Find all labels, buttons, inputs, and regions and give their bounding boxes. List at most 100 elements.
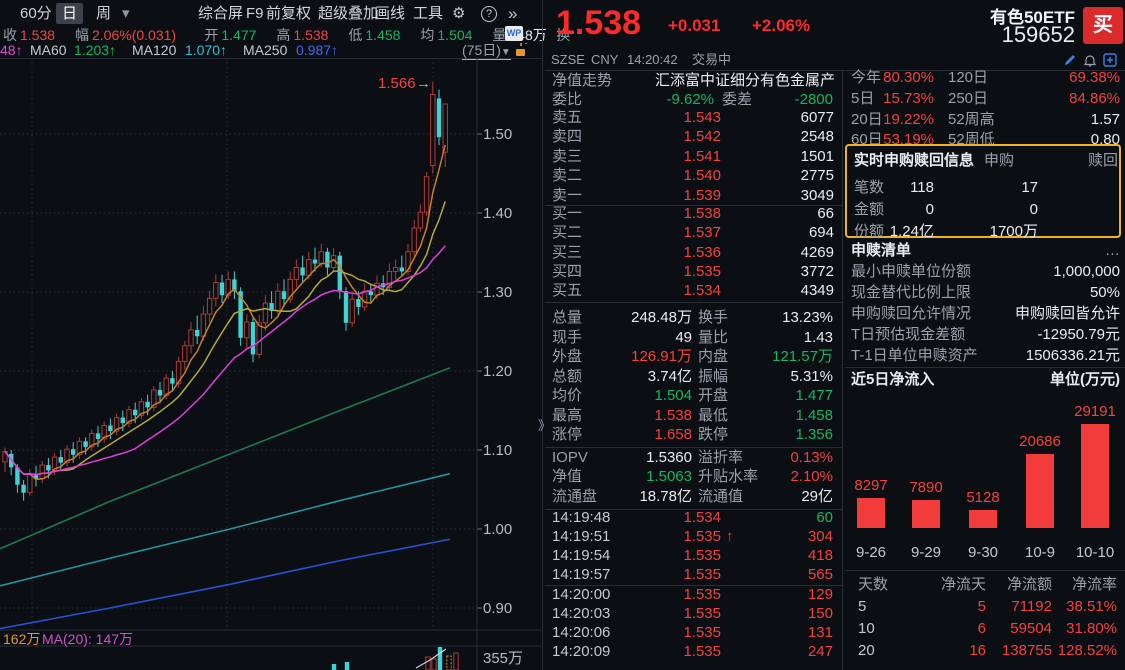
stat-value-总额: 3.74亿 [647, 368, 692, 385]
flow-bar-value: 20686 [1019, 433, 1061, 450]
wp-doc-icon[interactable]: WP [505, 26, 523, 41]
ask-row-卖五-price[interactable]: 1.543 [683, 109, 721, 126]
bid-row-买三-volume: 4269 [800, 244, 834, 261]
candlestick-chart[interactable]: 1.50 1.40 1.30 1.20 1.10 1.00 0.90 1.566 → 162万 MA… [0, 58, 541, 670]
stat-value-量比: 1.43 [803, 329, 833, 346]
price-change-pct: +2.06% [752, 16, 811, 35]
svg-text:0.90: 0.90 [483, 600, 512, 617]
ma-label-1: MA60 [30, 42, 67, 58]
tick-price: 1.535 [683, 624, 721, 641]
subbox-title: 实时申购赎回信息 [854, 152, 975, 169]
tab-period-1[interactable]: 60分 [20, 5, 52, 22]
subbox-row-red-金额: 0 [1029, 201, 1038, 218]
menu-item-6[interactable]: 工具 [413, 5, 444, 22]
stat-value-总量: 248.48万 [631, 309, 692, 326]
flowtable-days: 20 [858, 642, 875, 659]
tab-period-3[interactable]: 周 [96, 5, 112, 22]
ask-row-卖二-label[interactable]: 卖二 [552, 167, 583, 184]
stat-value-均价: 1.504 [654, 387, 692, 404]
perf-label-今年: 今年 [851, 69, 882, 86]
ask-row-卖三-price[interactable]: 1.541 [683, 148, 721, 165]
tick-price: 1.534 [683, 509, 721, 526]
flow-bar-value: 29191 [1074, 403, 1116, 420]
unlock-icon[interactable] [514, 43, 527, 57]
bid-row-买三-label[interactable]: 买三 [552, 244, 583, 261]
weicha-label: 委差 [722, 91, 753, 108]
svg-text:1.10: 1.10 [483, 442, 512, 459]
tick-time: 14:19:48 [552, 509, 611, 526]
perf-value-20日: 19.22% [883, 111, 934, 128]
bid-row-买二-label[interactable]: 买二 [552, 224, 583, 241]
svg-text:1.50: 1.50 [483, 126, 512, 143]
tick-volume: 247 [807, 643, 833, 660]
tick-time: 14:19:51 [552, 528, 611, 545]
ohlc-value-3: 1.477 [221, 27, 257, 43]
flow-bar-date: 10-9 [1024, 544, 1056, 561]
last-price: 1.538 [556, 4, 642, 42]
menu-item-5[interactable]: 画线 [375, 5, 406, 22]
stat-label-溢折率: 溢折率 [698, 449, 744, 466]
ask-row-卖一-label[interactable]: 卖一 [552, 187, 583, 204]
tick-time: 14:19:57 [552, 566, 611, 583]
menu-item-4[interactable]: 超级叠加 [318, 5, 379, 22]
price-change: +0.031 [668, 16, 721, 35]
ask-row-卖四-label[interactable]: 卖四 [552, 128, 583, 145]
help-icon[interactable]: ? [481, 6, 497, 22]
svg-text:1.20: 1.20 [483, 363, 512, 380]
flowtable-netdays: 5 [977, 598, 986, 615]
perf-label-5日: 5日 [851, 90, 875, 107]
menu-item-1[interactable]: 综合屏 [198, 5, 244, 22]
ma-label-2: MA120 [132, 42, 177, 58]
ask-row-卖一-price[interactable]: 1.539 [683, 187, 721, 204]
panel-divider[interactable] [542, 0, 543, 670]
menu-item-3[interactable]: 前复权 [266, 5, 312, 22]
bid-row-买一-volume: 66 [817, 205, 834, 222]
security-name: 有色50ETF [989, 8, 1075, 27]
bid-row-买一-label[interactable]: 买一 [552, 205, 583, 222]
flowtable-netamt: 59504 [1010, 620, 1052, 637]
stat-label-流通值: 流通值 [698, 488, 744, 505]
gear-icon[interactable]: ⚙ [452, 5, 466, 22]
bid-row-买四-label[interactable]: 买四 [552, 263, 583, 280]
flow-bar-9-30 [969, 510, 997, 528]
bid-row-买四-price[interactable]: 1.535 [683, 263, 721, 280]
collapse-panel-icon[interactable]: 》 [538, 418, 552, 433]
stat-label-量比: 量比 [698, 329, 729, 346]
tab-period-2[interactable]: 日 [56, 3, 84, 24]
bid-row-买二-price[interactable]: 1.537 [683, 224, 721, 241]
bid-row-买三-price[interactable]: 1.536 [683, 244, 721, 261]
subbox-row-sub-金额: 0 [925, 201, 934, 218]
menu-item-2[interactable]: F9 [246, 5, 264, 22]
ask-row-卖二-price[interactable]: 1.540 [683, 167, 721, 184]
bid-row-买一-price[interactable]: 1.538 [683, 205, 721, 222]
ask-row-卖三-label[interactable]: 卖三 [552, 148, 583, 165]
more-icon[interactable]: » [508, 4, 518, 23]
period-dropdown-icon[interactable]: ▾ [122, 5, 130, 22]
bid-row-买五-price[interactable]: 1.534 [683, 282, 721, 299]
range-selector[interactable]: (75日)▼ [462, 42, 511, 60]
stat-label-流通盘: 流通盘 [552, 488, 598, 505]
shulist-label-4: T日预估现金差额 [851, 326, 966, 343]
ask-row-卖三-volume: 1501 [800, 148, 834, 165]
tick-volume: 60 [816, 509, 833, 526]
ask-row-卖四-price[interactable]: 1.542 [683, 128, 721, 145]
perf-value-52周高: 1.57 [1090, 111, 1120, 128]
shulist-value-3: 申购赎回皆允许 [1014, 305, 1120, 322]
ohlc-value-1: 1.538 [20, 27, 56, 43]
ask-row-卖五-label[interactable]: 卖五 [552, 109, 583, 126]
flow-bar-9-26 [857, 498, 885, 528]
shulist-label-2: 现金替代比例上限 [851, 284, 972, 301]
subbox-row-sub-笔数: 118 [910, 179, 934, 196]
stat-value-溢折率: 0.13% [790, 449, 833, 466]
shulist-more[interactable]: … [1105, 242, 1120, 259]
perf-label-60日: 60日 [851, 131, 883, 148]
bid-row-买五-label[interactable]: 买五 [552, 282, 583, 299]
nav-trend-value[interactable]: 汇添富中证细分有色金属产 [654, 72, 835, 89]
bell-icon[interactable] [1083, 53, 1097, 67]
pencil-icon[interactable] [1063, 53, 1077, 67]
svg-text:1.30: 1.30 [483, 284, 512, 301]
perf-label-52周低: 52周低 [948, 131, 995, 148]
plus-icon[interactable] [1103, 53, 1117, 67]
stat-label-振幅: 振幅 [698, 368, 729, 385]
buy-button[interactable]: 买 [1083, 7, 1123, 44]
